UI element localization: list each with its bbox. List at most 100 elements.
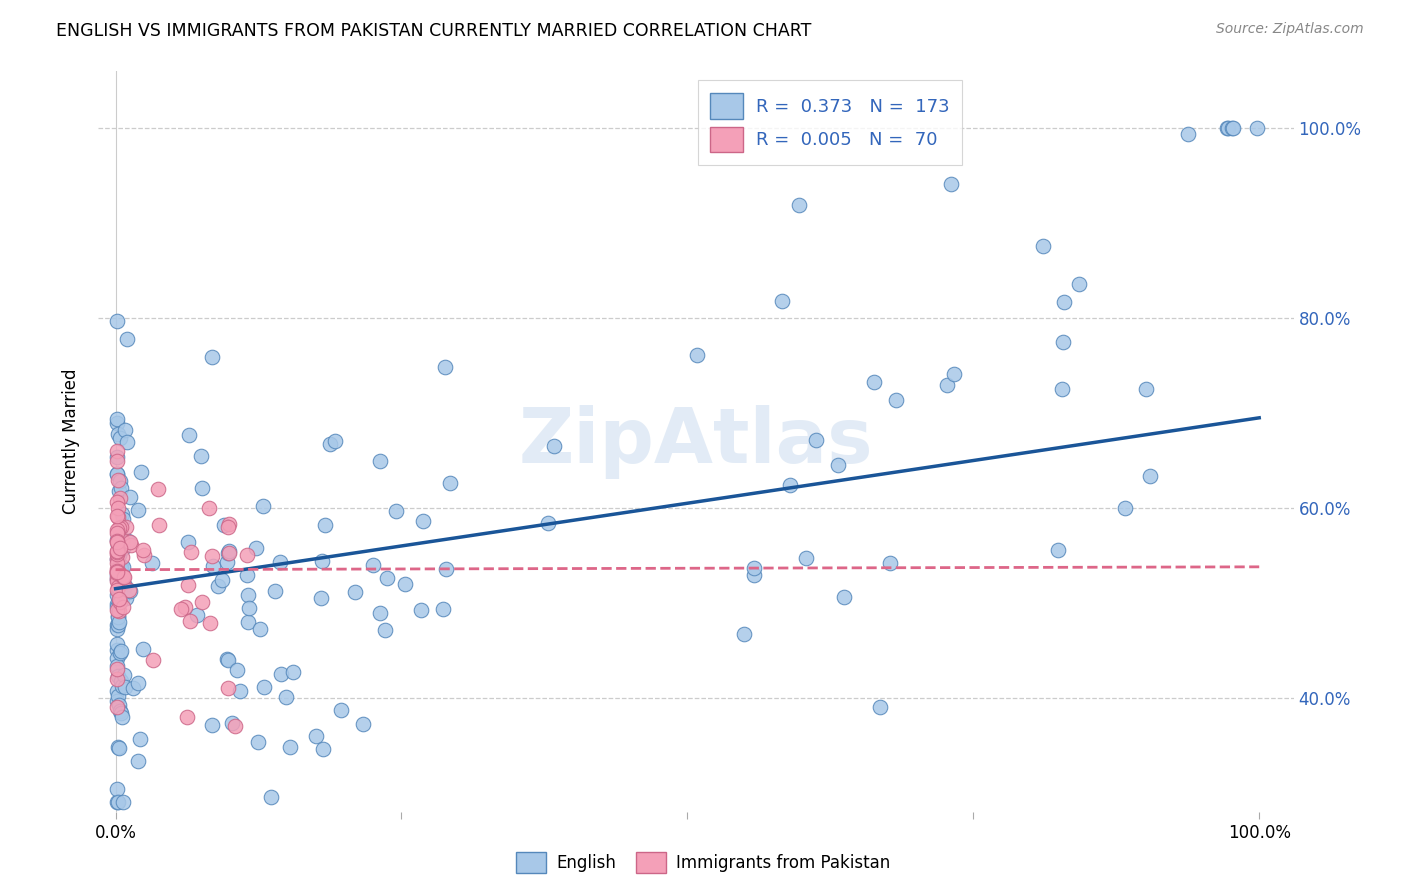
Point [110, 590, 132, 604]
Point [110, 706, 132, 720]
Point [201, 549, 224, 563]
Point [107, 538, 129, 552]
Point [105, 495, 128, 509]
Point [1177, 128, 1199, 142]
Point [105, 533, 128, 548]
Point [105, 525, 128, 540]
Point [105, 574, 128, 588]
Point [108, 548, 131, 562]
Point [111, 710, 134, 724]
Legend: English, Immigrants from Pakistan: English, Immigrants from Pakistan [509, 846, 897, 880]
Point [543, 439, 565, 453]
Point [352, 717, 374, 731]
Point [191, 594, 214, 608]
Point [217, 520, 239, 534]
Point [229, 684, 252, 698]
Point [1222, 121, 1244, 136]
Point [107, 694, 129, 708]
Point [107, 668, 129, 682]
Point [375, 570, 398, 584]
Point [218, 543, 240, 558]
Point [537, 516, 560, 531]
Point [105, 659, 128, 673]
Point [128, 732, 150, 747]
Point [1114, 500, 1136, 515]
Point [105, 566, 128, 580]
Point [110, 562, 132, 576]
Point [105, 557, 128, 571]
Point [105, 603, 128, 617]
Point [270, 666, 292, 681]
Point [1246, 121, 1268, 136]
Point [110, 591, 132, 605]
Point [412, 514, 434, 528]
Point [238, 615, 260, 629]
Point [269, 555, 291, 569]
Point [105, 567, 128, 582]
Point [111, 679, 134, 693]
Point [1052, 382, 1074, 396]
Point [134, 549, 156, 563]
Point [314, 517, 336, 532]
Point [260, 790, 283, 805]
Point [105, 582, 128, 597]
Point [108, 704, 131, 718]
Point [105, 444, 128, 458]
Point [108, 582, 131, 596]
Point [190, 481, 212, 495]
Point [114, 424, 136, 438]
Point [1053, 295, 1076, 310]
Point [108, 595, 131, 609]
Point [105, 599, 128, 614]
Point [238, 600, 260, 615]
Point [936, 378, 959, 392]
Point [190, 449, 212, 463]
Point [105, 565, 128, 579]
Point [217, 652, 239, 666]
Point [218, 516, 240, 531]
Point [108, 541, 131, 556]
Point [105, 643, 128, 657]
Point [879, 556, 901, 570]
Point [105, 535, 128, 549]
Point [198, 616, 221, 631]
Point [789, 198, 811, 212]
Point [176, 710, 198, 724]
Point [174, 599, 197, 614]
Point [312, 742, 335, 756]
Point [105, 700, 128, 714]
Point [108, 740, 131, 755]
Point [245, 541, 267, 556]
Point [110, 644, 132, 658]
Point [434, 562, 457, 576]
Point [107, 604, 129, 618]
Point [111, 549, 134, 564]
Point [733, 626, 755, 640]
Point [742, 568, 765, 582]
Point [105, 545, 128, 559]
Point [107, 622, 129, 636]
Point [111, 571, 134, 585]
Point [107, 795, 129, 809]
Point [105, 662, 128, 676]
Point [105, 618, 128, 632]
Point [107, 427, 129, 442]
Point [108, 474, 131, 488]
Point [1052, 334, 1074, 349]
Point [105, 524, 128, 538]
Point [252, 499, 274, 513]
Point [107, 500, 129, 515]
Point [105, 551, 128, 566]
Point [111, 512, 134, 526]
Point [115, 332, 138, 346]
Point [869, 700, 891, 714]
Point [105, 416, 128, 430]
Point [1046, 543, 1069, 558]
Point [112, 600, 135, 615]
Point [212, 517, 235, 532]
Point [217, 681, 239, 696]
Point [215, 556, 238, 570]
Point [225, 663, 247, 677]
Point [1220, 121, 1243, 136]
Point [1139, 469, 1161, 483]
